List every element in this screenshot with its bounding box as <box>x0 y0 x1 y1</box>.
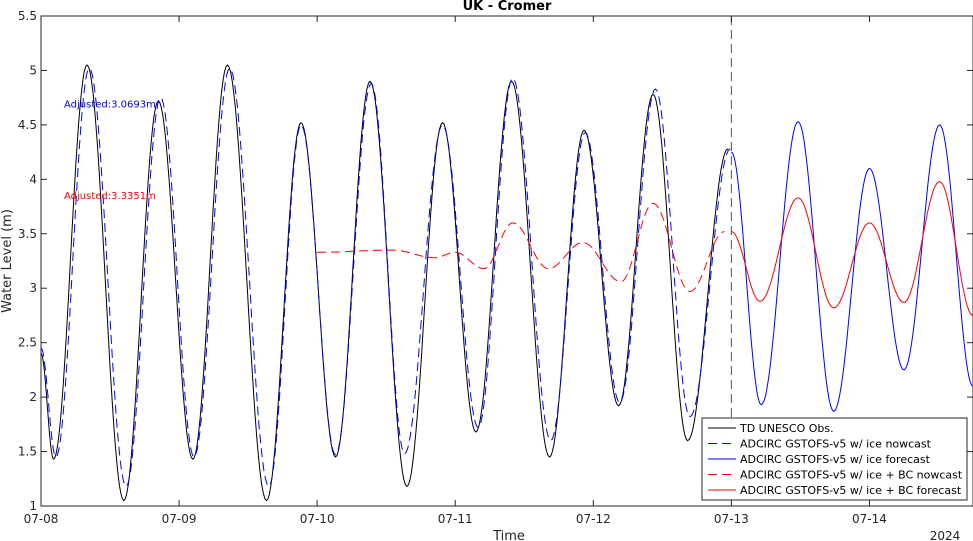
annotation-adjusted-ice: Adjusted:3.0693m <box>64 99 156 110</box>
series-line-2 <box>731 120 973 412</box>
y-tick-label: 3.5 <box>18 227 37 241</box>
y-tick-label: 5.5 <box>18 9 37 23</box>
y-tick-label: 3 <box>29 281 37 295</box>
y-tick-label: 4.5 <box>18 118 37 132</box>
series-line-0 <box>40 64 729 502</box>
x-tick-label: 07-12 <box>576 512 611 526</box>
x-tick-label: 07-08 <box>24 512 59 526</box>
x-tick-label: 07-09 <box>162 512 197 526</box>
legend: TD UNESCO Obs. ADCIRC GSTOFS-v5 w/ ice no… <box>701 417 968 501</box>
series-line-4 <box>731 180 973 316</box>
series-line-3 <box>317 202 725 293</box>
series-layer <box>40 64 973 502</box>
y-axis-label: Water Level (m) <box>0 209 15 313</box>
y-tick-label: 2.5 <box>18 336 37 350</box>
legend-box <box>701 417 968 501</box>
legend-entry: ADCIRC GSTOFS-v5 w/ ice + BC forecast <box>740 484 962 497</box>
y-tick-label: 1.5 <box>18 445 37 459</box>
y-tick-label: 4 <box>29 172 37 186</box>
legend-entry: ADCIRC GSTOFS-v5 w/ ice nowcast <box>740 438 932 451</box>
y-tick-label: 5 <box>29 63 37 77</box>
annotation-adjusted-ice-bc: Adjusted:3.3351m <box>64 191 156 202</box>
legend-entry: ADCIRC GSTOFS-v5 w/ ice + BC nowcast <box>740 469 963 482</box>
legend-entry: TD UNESCO Obs. <box>739 422 834 435</box>
year-label: 2024 <box>930 529 961 541</box>
x-axis-label: Time <box>492 529 525 541</box>
chart-title: UK - Cromer <box>463 0 552 14</box>
x-tick-label: 07-14 <box>852 512 887 526</box>
legend-entry: ADCIRC GSTOFS-v5 w/ ice forecast <box>740 453 931 466</box>
x-tick-label: 07-10 <box>300 512 335 526</box>
y-tick-label: 2 <box>29 390 37 404</box>
axis-ticks: 07-08 07-09 07-10 07-11 07-12 07-13 07-14 1 1.5 2… <box>18 9 973 526</box>
y-tick-label: 1 <box>29 499 37 513</box>
series-line-1 <box>40 67 731 488</box>
x-tick-label: 07-11 <box>438 512 473 526</box>
x-tick-label: 07-13 <box>714 512 749 526</box>
